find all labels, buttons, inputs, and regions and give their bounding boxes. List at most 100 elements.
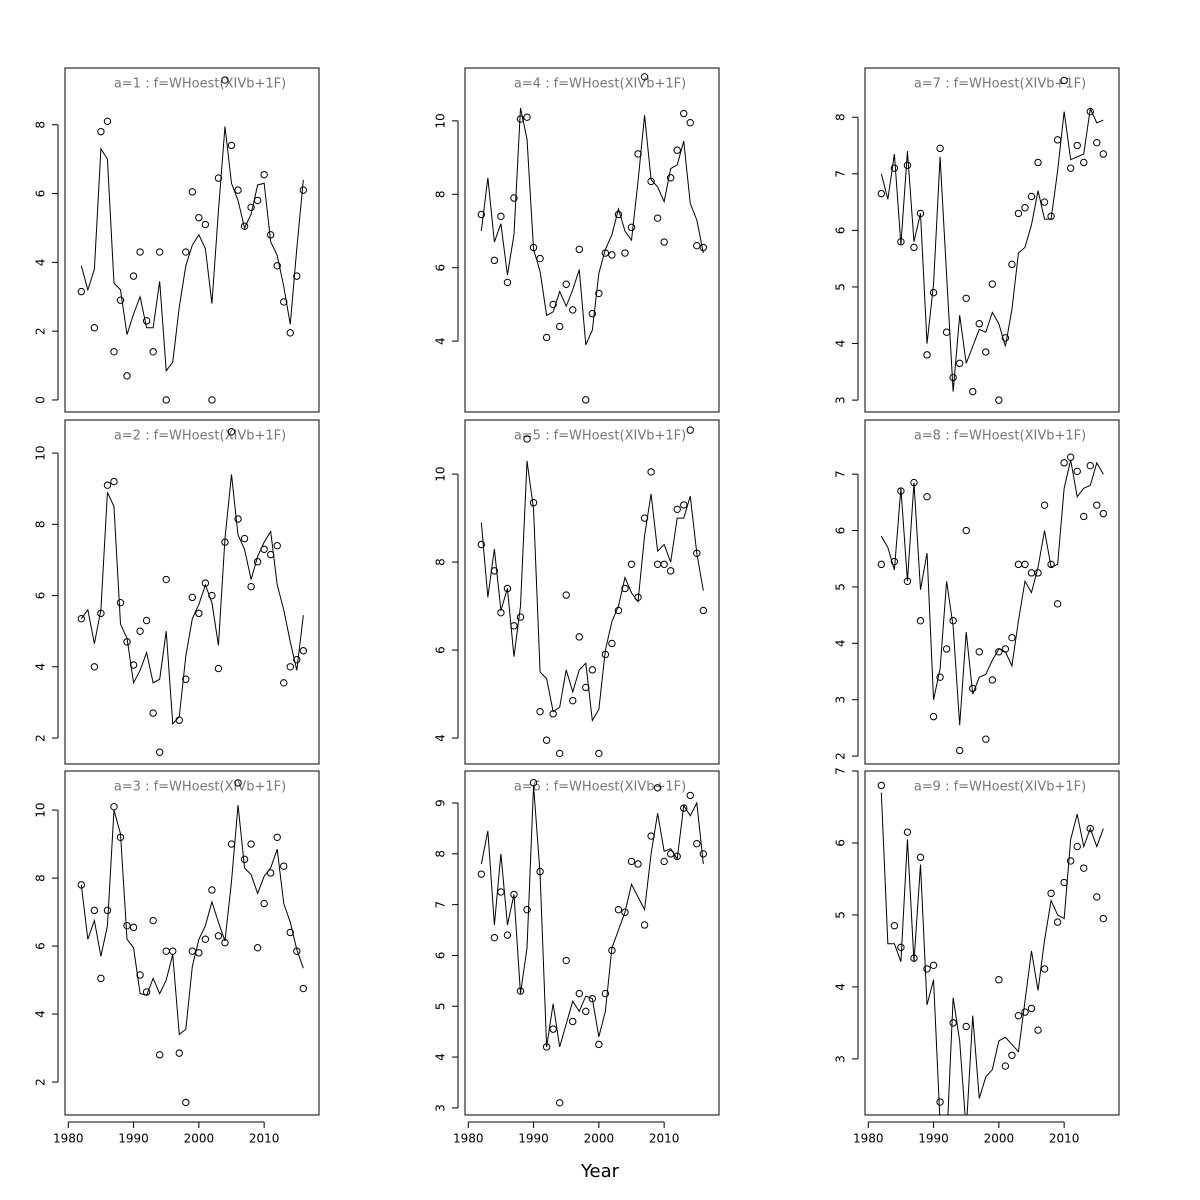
data-point	[634, 860, 642, 868]
data-point	[995, 976, 1003, 984]
data-point	[962, 1022, 970, 1031]
data-point	[969, 387, 977, 396]
data-point	[90, 906, 99, 915]
data-point	[490, 933, 499, 942]
data-point	[995, 396, 1003, 404]
data-point	[575, 989, 583, 998]
data-point	[1034, 158, 1042, 167]
panel: a=6 : f=WHoest(XIVb+1F) 3 4 5 6 7 8 9 1980 1990 20…	[434, 770, 720, 1146]
y-tick-label: 5	[434, 1002, 448, 1010]
data-point	[699, 243, 708, 252]
data-point	[123, 372, 131, 380]
data-point	[1060, 76, 1068, 85]
data-point	[110, 477, 118, 486]
data-point	[1021, 1008, 1029, 1016]
data-point	[208, 886, 216, 894]
data-point	[247, 582, 255, 591]
data-point	[129, 272, 138, 280]
data-point	[523, 435, 531, 443]
data-point	[666, 174, 675, 182]
plot-area	[77, 76, 308, 404]
fitted-line	[480, 785, 704, 1048]
x-tick-label: 2000	[184, 1132, 215, 1146]
y-tick-label: 6	[34, 592, 48, 600]
x-tick-label: 1990	[518, 1132, 549, 1146]
data-point	[116, 296, 125, 304]
data-point	[149, 709, 157, 717]
data-point	[542, 333, 551, 342]
plot-frame	[464, 67, 720, 413]
data-point	[260, 170, 268, 179]
data-point	[253, 944, 262, 952]
data-point	[155, 748, 164, 756]
x-tick-label: 1990	[118, 1132, 149, 1146]
data-point	[162, 575, 170, 584]
data-point	[936, 673, 944, 681]
data-point	[201, 220, 210, 229]
data-point	[227, 428, 236, 436]
data-point	[1014, 560, 1023, 569]
data-point	[569, 1017, 577, 1026]
plot-frame	[864, 67, 1120, 413]
y-tick-label: 10	[434, 466, 448, 481]
y-tick-label: 8	[434, 558, 448, 566]
data-point	[247, 203, 255, 212]
data-point	[962, 526, 970, 535]
data-point	[523, 906, 531, 914]
panel-title: a=1 : f=WHoest(XIVb+1F)	[114, 77, 286, 92]
data-point	[123, 921, 131, 930]
data-point	[529, 499, 538, 507]
fitted-line	[880, 792, 1104, 1115]
y-tick-label: 7	[834, 470, 848, 478]
data-point	[523, 113, 531, 121]
y-tick-label: 10	[34, 445, 48, 460]
data-point	[188, 188, 197, 196]
y-tick-label: 6	[834, 227, 848, 235]
data-point	[149, 916, 157, 925]
y-tick-label: 0	[34, 396, 48, 404]
data-point	[1073, 842, 1081, 851]
y-tick-label: 6	[834, 527, 848, 535]
data-point	[149, 348, 157, 356]
data-point	[253, 196, 262, 205]
data-point	[923, 965, 931, 973]
plot-area	[877, 76, 1108, 404]
plot-area	[877, 453, 1108, 755]
data-point	[162, 947, 170, 955]
data-point	[97, 127, 105, 136]
y-tick-label: 10	[434, 113, 448, 128]
data-point	[549, 300, 557, 309]
y-tick-label: 2	[34, 734, 48, 742]
data-point	[477, 210, 486, 219]
y-tick-label: 8	[434, 190, 448, 198]
data-point	[103, 906, 112, 915]
data-point	[1053, 600, 1062, 608]
fitted-line	[480, 460, 704, 722]
data-point	[1047, 889, 1055, 898]
plot-area	[477, 73, 708, 404]
data-point	[299, 647, 308, 655]
data-point	[188, 593, 197, 602]
y-tick-label: 6	[434, 952, 448, 960]
data-point	[916, 617, 925, 625]
data-point	[1080, 864, 1088, 872]
data-point	[614, 210, 623, 219]
x-tick-label: 1980	[853, 1132, 884, 1146]
data-point	[286, 663, 294, 671]
data-point	[1040, 965, 1049, 973]
data-point	[77, 615, 86, 623]
plot-area	[77, 779, 308, 1107]
fitted-line	[80, 126, 304, 373]
data-point	[503, 931, 512, 939]
data-point	[240, 855, 249, 864]
data-point	[680, 109, 688, 118]
y-tick-label: 4	[34, 663, 48, 671]
data-point	[923, 492, 931, 501]
data-point	[510, 194, 518, 202]
data-point	[582, 396, 590, 404]
data-point	[627, 857, 636, 866]
data-point	[890, 164, 899, 172]
data-point	[699, 606, 708, 615]
data-point	[260, 899, 268, 908]
data-point	[621, 249, 629, 257]
